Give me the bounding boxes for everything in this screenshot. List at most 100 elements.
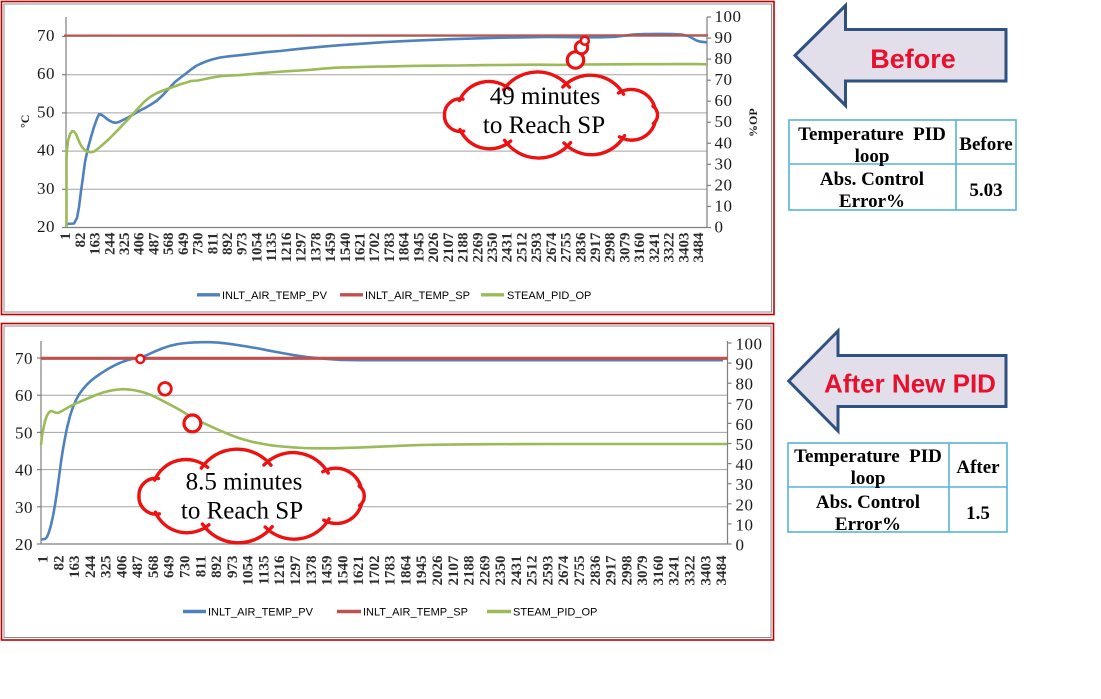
svg-text:1783: 1783 (383, 556, 399, 586)
svg-text:1216: 1216 (279, 232, 295, 263)
svg-text:Temperature PID: Temperature PID (798, 124, 946, 145)
svg-text:INLT_AIR_TEMP_PV: INLT_AIR_TEMP_PV (222, 290, 328, 302)
svg-text:60: 60 (736, 415, 754, 434)
svg-text:1459: 1459 (323, 233, 339, 263)
svg-text:10: 10 (736, 515, 754, 534)
svg-text:1135: 1135 (256, 556, 272, 585)
svg-text:49 minutes: 49 minutes (490, 83, 600, 110)
svg-text:2188: 2188 (462, 556, 478, 586)
svg-text:487: 487 (130, 555, 146, 578)
svg-text:INLT_AIR_TEMP_SP: INLT_AIR_TEMP_SP (365, 290, 470, 302)
svg-text:3241: 3241 (667, 556, 683, 586)
svg-text:70: 70 (37, 26, 55, 45)
svg-text:INLT_AIR_TEMP_PV: INLT_AIR_TEMP_PV (208, 607, 314, 619)
svg-text:811: 811 (193, 556, 209, 578)
svg-text:2269: 2269 (470, 233, 486, 263)
svg-text:1702: 1702 (367, 556, 383, 586)
svg-text:3079: 3079 (635, 556, 651, 586)
svg-text:°C: °C (18, 115, 32, 128)
svg-text:3322: 3322 (662, 233, 678, 263)
svg-text:0: 0 (715, 218, 724, 237)
svg-text:1: 1 (36, 556, 52, 564)
svg-text:40: 40 (15, 461, 33, 480)
svg-text:loop: loop (855, 146, 890, 167)
svg-text:80: 80 (715, 49, 733, 68)
svg-text:2107: 2107 (441, 232, 457, 263)
svg-text:1: 1 (58, 233, 74, 241)
svg-text:Abs. Control: Abs. Control (820, 169, 924, 190)
svg-text:70: 70 (15, 349, 33, 368)
svg-text:730: 730 (178, 556, 194, 579)
svg-text:973: 973 (225, 556, 241, 579)
svg-text:3160: 3160 (651, 556, 667, 586)
svg-text:2431: 2431 (500, 233, 516, 263)
svg-text:0: 0 (736, 536, 745, 555)
svg-text:2836: 2836 (588, 555, 604, 586)
svg-text:3403: 3403 (698, 556, 714, 586)
svg-text:100: 100 (736, 335, 763, 354)
svg-text:8.5 minutes: 8.5 minutes (186, 469, 303, 496)
svg-text:90: 90 (715, 28, 733, 47)
svg-text:50: 50 (15, 423, 33, 442)
svg-text:70: 70 (715, 70, 733, 89)
svg-text:loop: loop (851, 468, 886, 489)
svg-text:3160: 3160 (632, 233, 648, 263)
svg-text:1540: 1540 (335, 556, 351, 586)
svg-text:2674: 2674 (544, 232, 560, 263)
svg-text:3079: 3079 (618, 233, 634, 263)
svg-text:1540: 1540 (338, 233, 354, 263)
svg-text:487: 487 (146, 232, 162, 255)
svg-text:1216: 1216 (272, 555, 288, 586)
svg-text:90: 90 (736, 355, 754, 374)
svg-text:82: 82 (51, 556, 67, 571)
svg-text:70: 70 (736, 395, 754, 414)
svg-text:2998: 2998 (603, 233, 619, 263)
svg-text:1378: 1378 (308, 233, 324, 263)
svg-text:1297: 1297 (294, 232, 310, 263)
svg-text:100: 100 (715, 7, 742, 26)
svg-text:1054: 1054 (250, 232, 266, 263)
svg-text:1297: 1297 (288, 555, 304, 586)
svg-text:30: 30 (37, 179, 55, 198)
svg-text:2593: 2593 (529, 233, 545, 263)
svg-text:to Reach SP: to Reach SP (181, 498, 303, 525)
svg-text:2917: 2917 (604, 555, 620, 586)
svg-text:Before: Before (870, 44, 956, 74)
svg-text:244: 244 (83, 555, 99, 578)
svg-text:30: 30 (715, 154, 733, 173)
svg-text:1702: 1702 (367, 233, 383, 263)
svg-text:3484: 3484 (691, 232, 707, 263)
svg-text:649: 649 (162, 556, 178, 579)
svg-text:811: 811 (205, 233, 221, 255)
svg-text:1054: 1054 (241, 555, 257, 586)
svg-text:568: 568 (146, 556, 162, 579)
svg-text:244: 244 (102, 232, 118, 255)
svg-text:20: 20 (715, 175, 733, 194)
svg-text:2674: 2674 (556, 555, 572, 586)
svg-text:50: 50 (715, 112, 733, 131)
svg-text:1621: 1621 (353, 233, 369, 263)
svg-text:2026: 2026 (430, 555, 446, 586)
svg-text:40: 40 (37, 141, 55, 160)
svg-text:STEAM_PID_OP: STEAM_PID_OP (513, 607, 597, 619)
svg-text:82: 82 (73, 233, 89, 248)
svg-text:2917: 2917 (588, 232, 604, 263)
svg-text:649: 649 (176, 233, 192, 256)
svg-text:406: 406 (132, 232, 148, 255)
svg-text:325: 325 (99, 556, 115, 579)
svg-text:325: 325 (117, 233, 133, 256)
svg-text:30: 30 (736, 475, 754, 494)
svg-text:2269: 2269 (477, 556, 493, 586)
svg-text:20: 20 (37, 217, 55, 236)
svg-text:Abs. Control: Abs. Control (816, 492, 920, 513)
svg-text:2836: 2836 (573, 232, 589, 263)
svg-text:Error%: Error% (839, 191, 905, 212)
svg-text:2431: 2431 (509, 556, 525, 586)
svg-text:2755: 2755 (572, 556, 588, 586)
svg-text:%OP: %OP (746, 108, 760, 137)
svg-text:2107: 2107 (446, 555, 462, 586)
svg-text:Temperature PID: Temperature PID (794, 446, 942, 467)
svg-text:60: 60 (37, 64, 55, 83)
svg-text:1945: 1945 (414, 556, 430, 586)
svg-text:3241: 3241 (647, 233, 663, 263)
